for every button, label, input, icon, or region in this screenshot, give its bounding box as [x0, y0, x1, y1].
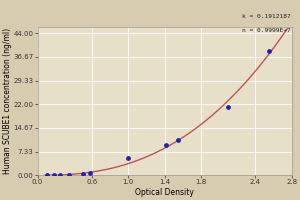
Point — [126, 156, 131, 159]
Point — [67, 173, 72, 177]
Y-axis label: Human SCUBE1 concentration (ng/ml): Human SCUBE1 concentration (ng/ml) — [3, 28, 12, 174]
Point — [81, 172, 85, 176]
Point — [267, 49, 272, 53]
X-axis label: Optical Density: Optical Density — [135, 188, 194, 197]
Point — [176, 139, 181, 142]
Point — [226, 106, 230, 109]
Point — [58, 174, 63, 177]
Point — [44, 174, 49, 177]
Text: n = 0.9999E+7: n = 0.9999E+7 — [242, 28, 291, 33]
Text: k = 0.1912187: k = 0.1912187 — [242, 14, 291, 19]
Point — [164, 143, 169, 146]
Point — [88, 172, 93, 175]
Point — [52, 174, 56, 177]
